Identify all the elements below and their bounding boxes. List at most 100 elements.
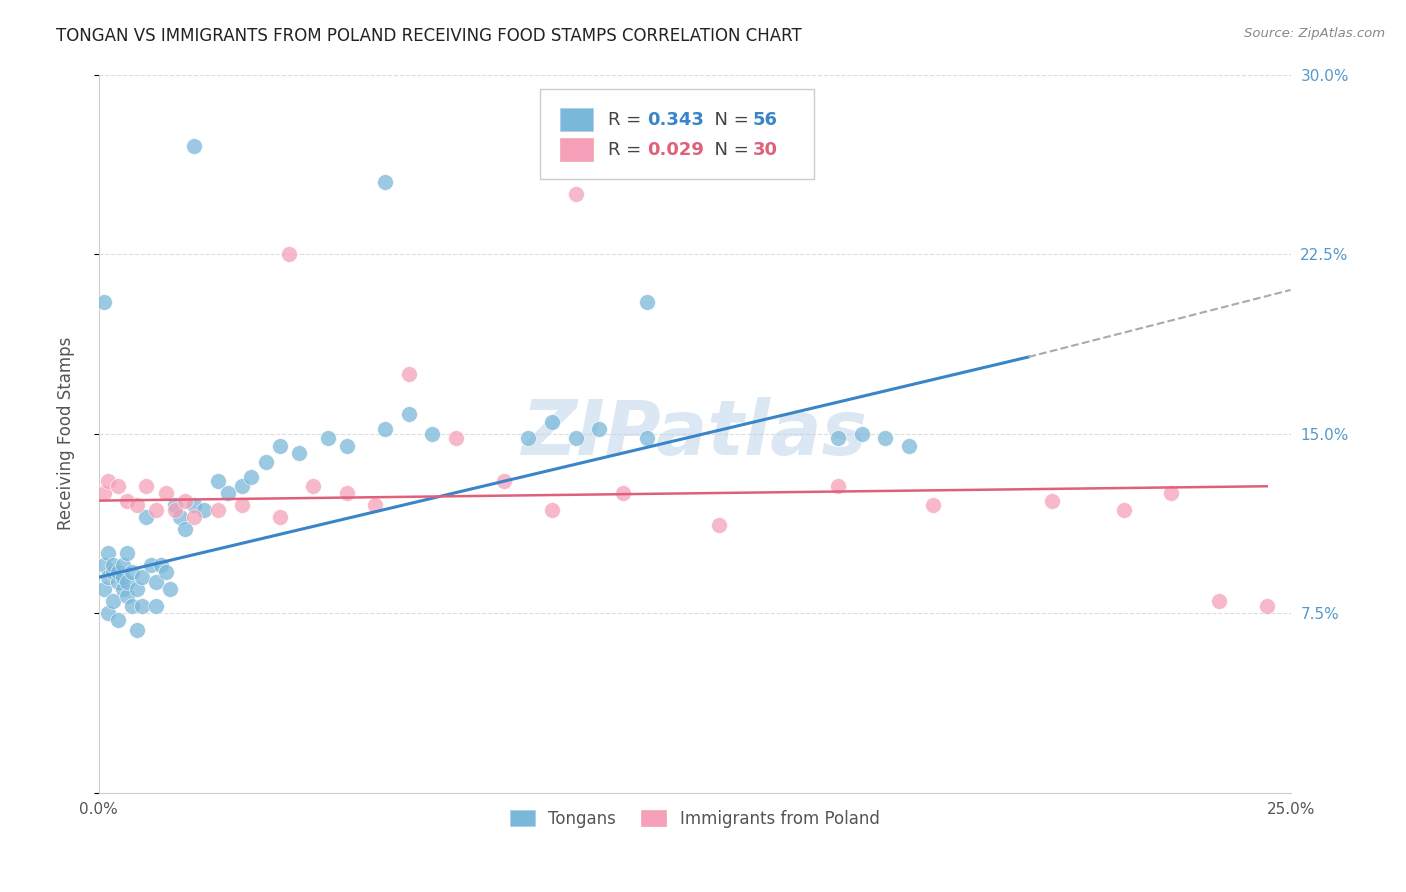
Point [125,499,148,513]
Point [117,493,139,508]
Point [374,422,396,436]
Point [231,479,253,493]
Point [93,294,115,309]
Point [149,558,172,573]
Point [898,439,921,453]
Point [173,493,195,508]
Point [135,510,157,524]
Text: 0.343: 0.343 [647,111,704,128]
Text: R =: R = [607,141,647,159]
Point [278,247,301,261]
Point [288,446,311,460]
Point [145,574,167,589]
Point [1112,503,1135,517]
Point [121,599,143,613]
Text: R =: R = [607,111,647,128]
Point [364,499,387,513]
Point [254,455,277,469]
Point [374,175,396,189]
Point [155,486,177,500]
Point [125,582,148,597]
Y-axis label: Receiving Food Stamps: Receiving Food Stamps [58,337,75,530]
Point [922,499,945,513]
Point [588,422,610,436]
Point [107,479,129,493]
Point [207,475,229,489]
Point [111,558,134,573]
Point [398,367,420,381]
Point [97,606,120,620]
FancyBboxPatch shape [560,138,593,161]
Point [97,475,120,489]
Point [117,546,139,560]
Point [131,599,153,613]
Point [336,486,359,500]
Text: 30: 30 [754,141,778,159]
Point [107,613,129,627]
Point [540,415,562,429]
Text: 56: 56 [754,111,778,128]
Point [398,408,420,422]
Point [240,469,263,483]
Point [636,294,658,309]
Point [1160,486,1182,500]
Point [302,479,325,493]
Point [159,582,181,597]
Point [97,546,120,560]
Point [117,574,139,589]
FancyBboxPatch shape [560,108,593,131]
Point [217,486,239,500]
Point [231,499,253,513]
Point [446,431,468,445]
Point [101,594,124,608]
Point [169,510,191,524]
Legend: Tongans, Immigrants from Poland: Tongans, Immigrants from Poland [503,804,886,835]
Point [93,486,115,500]
Point [707,517,730,532]
Point [1256,599,1278,613]
Point [336,439,359,453]
Point [135,479,157,493]
Point [1208,594,1230,608]
Point [492,475,515,489]
Point [636,431,658,445]
Point [851,426,873,441]
Point [827,479,849,493]
Point [93,558,115,573]
Text: TONGAN VS IMMIGRANTS FROM POLAND RECEIVING FOOD STAMPS CORRELATION CHART: TONGAN VS IMMIGRANTS FROM POLAND RECEIVI… [56,27,801,45]
Point [540,503,562,517]
Point [93,582,115,597]
Point [564,431,586,445]
Point [101,558,124,573]
Point [422,426,444,441]
Point [145,599,167,613]
Point [516,431,538,445]
Point [121,566,143,580]
Point [117,590,139,604]
Point [316,431,339,445]
FancyBboxPatch shape [540,89,814,178]
Point [131,570,153,584]
Point [827,431,849,445]
Point [269,510,291,524]
Point [1040,493,1063,508]
Point [183,139,205,153]
Point [145,503,167,517]
Point [875,431,897,445]
Point [111,582,134,597]
Point [141,558,163,573]
Point [193,503,215,517]
Point [107,574,129,589]
Point [165,503,187,517]
Text: 0.029: 0.029 [647,141,704,159]
Point [107,566,129,580]
Point [207,503,229,517]
Point [111,570,134,584]
Point [183,499,205,513]
Point [155,566,177,580]
Point [564,187,586,202]
Point [165,499,187,513]
Point [269,439,291,453]
Point [612,486,634,500]
Text: N =: N = [703,111,755,128]
